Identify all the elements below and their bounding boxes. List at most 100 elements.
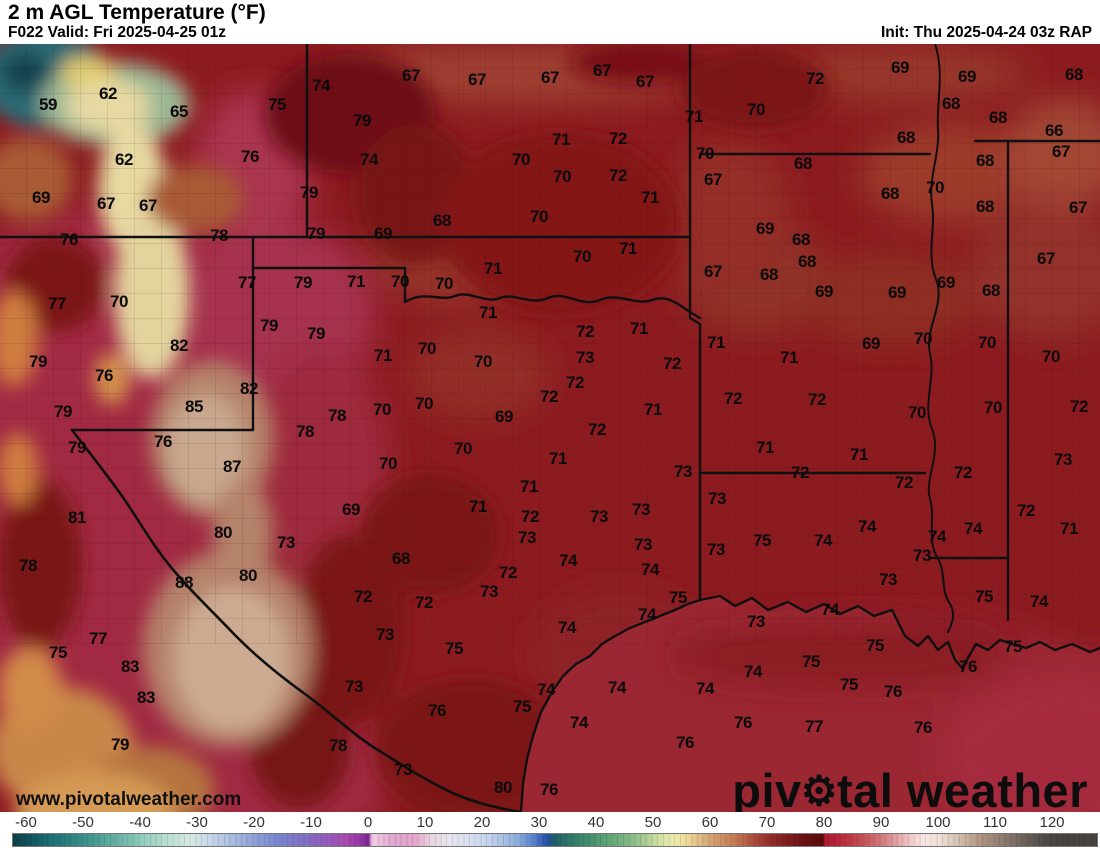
temp-value-label: 70	[435, 274, 453, 293]
temp-value-label: 73	[707, 540, 725, 559]
temp-value-label: 74	[821, 600, 839, 619]
temp-value-label: 73	[590, 507, 608, 526]
temp-value-label: 73	[480, 582, 498, 601]
gear-icon: ⚙	[800, 768, 838, 812]
temp-value-label: 82	[240, 379, 258, 398]
temp-value-label: 68	[792, 230, 810, 249]
temp-value-label: 72	[499, 563, 517, 582]
temp-value-label: 67	[636, 72, 654, 91]
temp-value-label: 76	[884, 682, 902, 701]
temp-value-label: 74	[558, 618, 576, 637]
temp-value-label: 72	[354, 587, 372, 606]
temp-value-label: 74	[537, 680, 555, 699]
logo-text-part2: tal weather	[836, 764, 1088, 812]
temp-value-label: 79	[307, 224, 325, 243]
border-panhandle	[251, 266, 407, 304]
temp-value-label: 73	[1054, 450, 1072, 469]
colorbar-tick-label: 10	[416, 814, 434, 831]
temp-value-label: 77	[238, 273, 256, 292]
temp-value-label: 73	[576, 348, 594, 367]
page-title: 2 m AGL Temperature (°F)	[8, 1, 266, 24]
temp-value-label: 74	[1030, 592, 1048, 611]
temp-value-label: 75	[49, 643, 67, 662]
temp-value-label: 75	[802, 652, 820, 671]
temp-value-label: 82	[170, 336, 188, 355]
temp-value-label: 72	[609, 166, 627, 185]
temperature-value-labels: 59 62 65 75 74 67 67 67 67 67 72 69 69 68 62 76 79 71 70 68…	[0, 44, 1100, 812]
temp-value-label: 75	[1004, 637, 1022, 656]
temp-value-label: 70	[373, 400, 391, 419]
temp-value-label: 70	[418, 339, 436, 358]
temp-value-label: 74	[814, 531, 832, 550]
temp-value-label: 72	[540, 387, 558, 406]
temp-value-label: 68	[798, 252, 816, 271]
temp-value-label: 68	[942, 94, 960, 113]
temp-value-label: 73	[277, 533, 295, 552]
temp-value-label: 68	[1065, 65, 1083, 84]
temp-value-label: 72	[566, 373, 584, 392]
temp-value-label: 72	[1017, 501, 1035, 520]
temp-value-label: 66	[1045, 121, 1063, 140]
temp-value-label: 70	[984, 398, 1002, 417]
colorbar-tick-label: 40	[587, 814, 605, 831]
temp-value-label: 70	[747, 100, 765, 119]
temp-value-label: 70	[908, 403, 926, 422]
temp-value-label: 73	[394, 760, 412, 779]
temp-value-label: 72	[895, 473, 913, 492]
temp-value-label: 74	[964, 519, 982, 538]
temp-value-label: 67	[1037, 249, 1055, 268]
temp-value-label: 74	[638, 605, 656, 624]
temp-value-label: 71	[685, 107, 703, 126]
temp-value-label: 73	[674, 462, 692, 481]
temp-value-label: 80	[239, 566, 257, 585]
red-river	[403, 293, 702, 320]
county-grid	[0, 44, 1100, 644]
temp-value-label: 65	[170, 102, 188, 121]
temp-value-label: 68	[794, 154, 812, 173]
temp-value-label: 70	[454, 439, 472, 458]
temp-value-label: 72	[791, 463, 809, 482]
temp-value-label: 67	[704, 170, 722, 189]
colorbar-tick-label: 80	[815, 814, 833, 831]
temp-value-label: 70	[696, 144, 714, 163]
colorbar-tick-label: -50	[72, 814, 94, 831]
temp-value-label: 68	[881, 184, 899, 203]
temp-value-label: 76	[428, 701, 446, 720]
temp-value-label: 78	[19, 556, 37, 575]
temp-value-label: 69	[937, 273, 955, 292]
temp-value-label: 71	[347, 272, 365, 291]
temp-value-label: 69	[958, 67, 976, 86]
colorbar-tick-label: -10	[300, 814, 322, 831]
temp-value-label: 70	[474, 352, 492, 371]
temp-value-label: 62	[115, 150, 133, 169]
temp-value-label: 72	[588, 420, 606, 439]
colorbar-tick-label: -30	[186, 814, 208, 831]
temp-value-label: 70	[553, 167, 571, 186]
temp-value-label: 68	[989, 108, 1007, 127]
temp-value-label: 75	[840, 675, 858, 694]
temp-value-label: 76	[60, 230, 78, 249]
temp-value-label: 83	[121, 657, 139, 676]
temp-value-label: 75	[866, 636, 884, 655]
temp-value-label: 73	[345, 677, 363, 696]
temp-value-label: 67	[1052, 142, 1070, 161]
temp-value-label: 75	[513, 697, 531, 716]
temp-value-label: 77	[805, 717, 823, 736]
map-header: 2 m AGL Temperature (°F) F022 Valid: Fri…	[0, 0, 1100, 44]
temp-value-label: 67	[593, 61, 611, 80]
temp-value-label: 69	[342, 500, 360, 519]
temp-value-label: 70	[110, 292, 128, 311]
temp-value-label: 70	[926, 178, 944, 197]
texas-coastline	[519, 598, 702, 812]
temp-value-label: 67	[139, 196, 157, 215]
temp-value-label: 70	[573, 247, 591, 266]
temp-value-label: 73	[632, 500, 650, 519]
temp-value-label: 72	[806, 69, 824, 88]
gulf-coastline-east	[698, 594, 1100, 670]
temp-value-label: 67	[468, 70, 486, 89]
temp-value-label: 72	[724, 389, 742, 408]
forecast-valid-label: F022 Valid: Fri 2025-04-25 01z	[8, 24, 226, 41]
watermark-url: www.pivotalweather.com	[16, 789, 242, 810]
temp-value-label: 67	[97, 194, 115, 213]
temp-value-label: 71	[479, 303, 497, 322]
